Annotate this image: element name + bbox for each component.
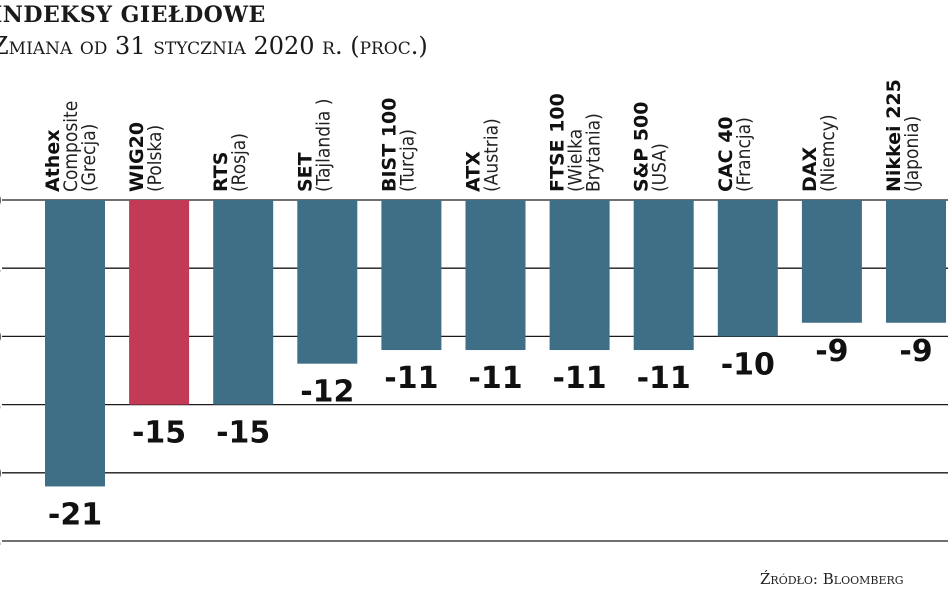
chart-subtitle: Zmiana od 31 stycznia 2020 r. (proc.) bbox=[0, 32, 428, 60]
category-label: ATX(Austria) bbox=[463, 118, 503, 192]
category-label: DAX(Niemcy) bbox=[799, 114, 839, 192]
bar bbox=[45, 200, 105, 487]
category-label: Nikkei 225(Japonia) bbox=[883, 79, 923, 192]
data-label: -9 bbox=[815, 334, 848, 369]
category-label: FTSE 100(WielkaBrytania) bbox=[547, 93, 605, 192]
data-label: -9 bbox=[899, 334, 932, 369]
data-label: -11 bbox=[468, 361, 522, 396]
y-tick-label: 0 bbox=[0, 190, 2, 212]
chart-title: INDEKSY GIEŁDOWE bbox=[0, 2, 266, 28]
data-label: -10 bbox=[721, 347, 775, 382]
category-label: SET(Tajlandia ) bbox=[294, 99, 334, 192]
bar bbox=[213, 200, 274, 405]
bar bbox=[886, 200, 946, 323]
data-label: -11 bbox=[552, 361, 606, 396]
bar bbox=[381, 200, 442, 351]
category-label: AthexComposite(Grecja) bbox=[42, 101, 100, 192]
y-tick-label: -25 bbox=[0, 531, 2, 553]
category-label: S&P 500(USA) bbox=[631, 102, 671, 192]
bar bbox=[297, 200, 358, 364]
source-note: Źródło: Bloomberg bbox=[760, 570, 904, 588]
bar bbox=[633, 200, 694, 351]
bar bbox=[801, 200, 862, 323]
data-label: -15 bbox=[132, 416, 186, 451]
data-label: -12 bbox=[300, 375, 354, 410]
category-label: CAC 40(Francja) bbox=[715, 116, 755, 192]
bar bbox=[717, 200, 778, 337]
category-label: RTS(Rosja) bbox=[210, 133, 250, 192]
bar bbox=[129, 200, 190, 405]
y-tick-label: -15 bbox=[0, 395, 2, 417]
y-tick-label: -10 bbox=[0, 326, 2, 348]
data-label: -15 bbox=[216, 416, 270, 451]
y-tick-label: -20 bbox=[0, 463, 2, 485]
bar bbox=[465, 200, 526, 351]
data-label: -21 bbox=[48, 497, 102, 532]
data-label: -11 bbox=[637, 361, 691, 396]
y-tick-label: -5 bbox=[0, 258, 2, 280]
category-label: BIST 100(Turcja) bbox=[378, 98, 418, 192]
category-label: WIG20(Polska) bbox=[126, 122, 166, 192]
bar bbox=[549, 200, 610, 351]
data-label: -11 bbox=[384, 361, 438, 396]
